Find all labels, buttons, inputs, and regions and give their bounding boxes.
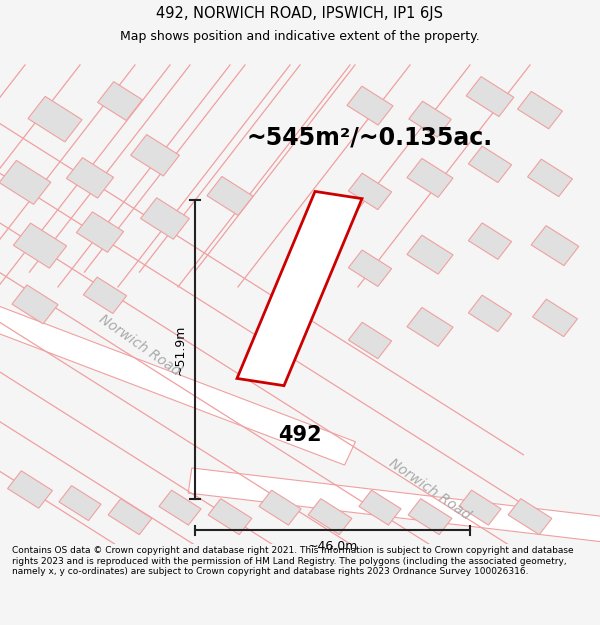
Polygon shape <box>140 198 190 239</box>
Polygon shape <box>518 91 562 129</box>
Polygon shape <box>407 158 453 198</box>
Polygon shape <box>459 490 501 525</box>
Polygon shape <box>98 82 142 121</box>
Polygon shape <box>533 299 577 337</box>
Polygon shape <box>407 235 453 274</box>
Polygon shape <box>349 173 392 209</box>
Polygon shape <box>159 490 201 525</box>
Polygon shape <box>469 146 512 182</box>
Polygon shape <box>208 499 252 534</box>
Polygon shape <box>409 101 451 137</box>
Text: ~46.0m: ~46.0m <box>307 540 358 553</box>
Polygon shape <box>28 96 82 142</box>
Polygon shape <box>259 490 301 525</box>
Polygon shape <box>108 499 152 534</box>
Polygon shape <box>8 471 52 508</box>
Polygon shape <box>347 86 393 125</box>
Polygon shape <box>0 298 355 465</box>
Text: Map shows position and indicative extent of the property.: Map shows position and indicative extent… <box>120 30 480 43</box>
Polygon shape <box>59 486 101 521</box>
Text: Norwich Road: Norwich Road <box>97 312 184 378</box>
Polygon shape <box>408 499 452 534</box>
Text: ~51.9m: ~51.9m <box>174 324 187 375</box>
Polygon shape <box>349 250 392 286</box>
Polygon shape <box>131 134 179 176</box>
Polygon shape <box>469 295 512 332</box>
Polygon shape <box>207 176 253 216</box>
Polygon shape <box>308 499 352 534</box>
Polygon shape <box>527 159 572 197</box>
Polygon shape <box>67 158 113 198</box>
Polygon shape <box>188 468 600 548</box>
Polygon shape <box>83 277 127 314</box>
Polygon shape <box>359 490 401 525</box>
Polygon shape <box>0 161 51 204</box>
Polygon shape <box>469 223 512 259</box>
Polygon shape <box>466 77 514 116</box>
Polygon shape <box>76 212 124 253</box>
Polygon shape <box>12 285 58 324</box>
Polygon shape <box>237 191 362 386</box>
Text: 492: 492 <box>278 426 322 446</box>
Polygon shape <box>508 499 552 534</box>
Polygon shape <box>407 308 453 346</box>
Polygon shape <box>13 223 67 268</box>
Text: Contains OS data © Crown copyright and database right 2021. This information is : Contains OS data © Crown copyright and d… <box>12 546 574 576</box>
Text: ~545m²/~0.135ac.: ~545m²/~0.135ac. <box>247 125 493 149</box>
Polygon shape <box>349 322 392 359</box>
Text: 492, NORWICH ROAD, IPSWICH, IP1 6JS: 492, NORWICH ROAD, IPSWICH, IP1 6JS <box>157 6 443 21</box>
Polygon shape <box>531 226 579 266</box>
Text: Norwich Road: Norwich Road <box>386 456 473 522</box>
